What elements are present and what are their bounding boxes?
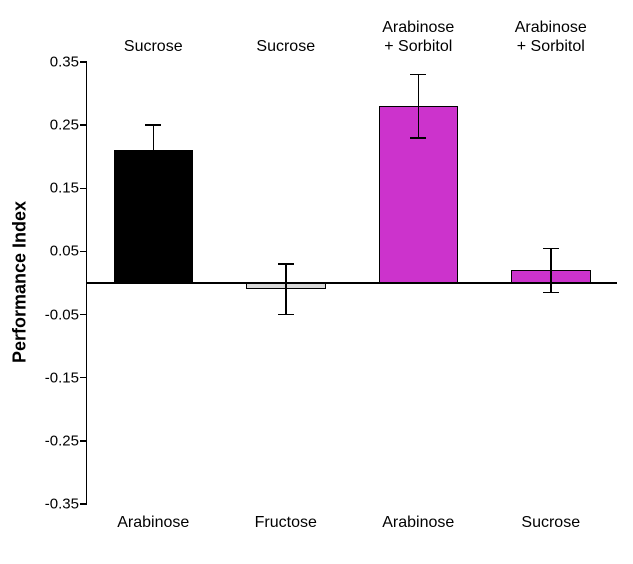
error-cap-lower (543, 292, 559, 294)
error-bar (418, 75, 420, 138)
y-tick-label: 0.05 (50, 243, 87, 260)
y-tick-label: -0.05 (45, 306, 87, 323)
chart-container: Performance Index -0.35-0.25-0.15-0.050.… (0, 0, 633, 564)
bar-bottom-label: Sucrose (521, 514, 580, 532)
error-bar (550, 248, 552, 292)
error-cap-upper (278, 263, 294, 265)
error-bar (153, 125, 155, 176)
y-tick-label: 0.15 (50, 180, 87, 197)
y-axis-label: Performance Index (10, 201, 31, 363)
bar-top-label: Sucrose (124, 38, 183, 56)
bar-bottom-label: Fructose (255, 514, 317, 532)
error-cap-upper (145, 124, 161, 126)
y-tick-label: -0.15 (45, 369, 87, 386)
bar-top-label: Arabinose + Sorbitol (515, 19, 587, 56)
error-cap-lower (410, 137, 426, 139)
plot-area: -0.35-0.25-0.15-0.050.050.150.250.35Sucr… (86, 62, 617, 504)
y-tick-label: 0.25 (50, 117, 87, 134)
error-cap-upper (543, 248, 559, 250)
error-bar (285, 264, 287, 315)
error-cap-lower (278, 314, 294, 316)
y-tick-label: -0.35 (45, 496, 87, 513)
bar-top-label: Arabinose + Sorbitol (382, 19, 454, 56)
y-tick-label: -0.25 (45, 432, 87, 449)
error-cap-upper (410, 74, 426, 76)
bar-top-label: Sucrose (256, 38, 315, 56)
bar-bottom-label: Arabinose (382, 514, 454, 532)
bar-bottom-label: Arabinose (117, 514, 189, 532)
y-tick-label: 0.35 (50, 54, 87, 71)
error-cap-lower (145, 175, 161, 177)
